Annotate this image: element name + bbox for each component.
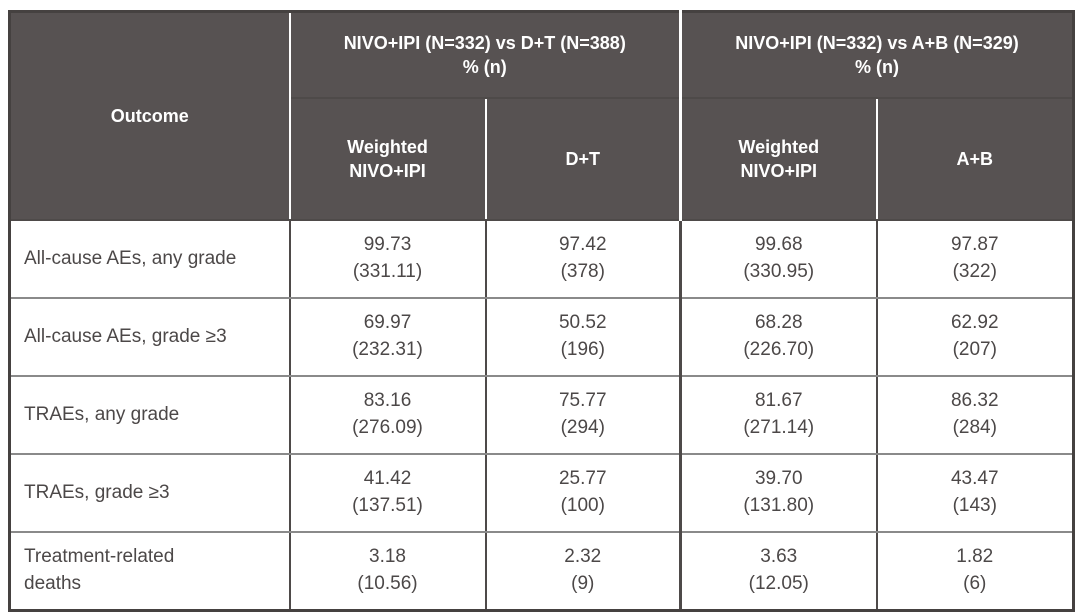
percent-value: 3.63 [760, 546, 798, 568]
n-value: (331.11) [352, 261, 423, 282]
percent-value: 2.32 [564, 546, 602, 568]
percent-value: 69.97 [363, 312, 412, 334]
n-value: (330.95) [743, 261, 815, 282]
percent-value: 97.42 [558, 234, 607, 256]
value-cell: 62.92 (207) [876, 298, 1075, 377]
percent-value: 50.52 [558, 312, 607, 334]
percent-value: 99.73 [363, 234, 412, 256]
n-value: (143) [952, 495, 997, 516]
n-value: (284) [952, 417, 997, 438]
subheader-weighted-nivo-ipi-dt: Weighted NIVO+IPI [289, 98, 487, 221]
value-cell: 97.87 (322) [876, 220, 1075, 299]
value-cell: 3.18 (10.56) [289, 532, 487, 612]
value-cell: 50.52 (196) [485, 298, 682, 377]
outcome-cell: All-cause AEs, grade ≥3 [9, 298, 291, 377]
percent-value: 83.16 [363, 390, 412, 412]
value-cell: 68.28 (226.70) [680, 298, 878, 377]
value-cell: 69.97 (232.31) [289, 298, 487, 377]
percent-value: 97.87 [950, 234, 999, 256]
value-cell: 2.32 (9) [485, 532, 682, 612]
value-cell: 3.63 (12.05) [680, 532, 878, 612]
value-cell: 97.42 (378) [485, 220, 682, 299]
group-unit-label: % (n) [462, 57, 507, 77]
value-cell: 1.82 (6) [876, 532, 1075, 612]
n-value: (10.56) [357, 573, 418, 594]
n-value: (322) [952, 261, 997, 282]
group-header-nivo-ipi-vs-dt: NIVO+IPI (N=332) vs D+T (N=388) % (n) [289, 11, 682, 99]
group-header-nivo-ipi-vs-ab: NIVO+IPI (N=332) vs A+B (N=329) % (n) [680, 11, 1074, 99]
table-row: All-cause AEs, any grade 99.73 (331.11) 9… [9, 220, 1075, 299]
percent-value: 86.32 [950, 390, 999, 412]
percent-value: 25.77 [558, 468, 607, 490]
n-value: (232.31) [352, 339, 423, 360]
table-header: Outcome NIVO+IPI (N=332) vs D+T (N=388) … [9, 11, 1074, 221]
value-cell: 41.42 (137.51) [289, 454, 487, 533]
value-cell: 86.32 (284) [876, 376, 1075, 455]
value-cell: 39.70 (131.80) [680, 454, 878, 533]
n-value: (9) [571, 573, 595, 594]
n-value: (100) [560, 495, 605, 516]
table-row: TRAEs, any grade 83.16 (276.09) 75.77 (294… [9, 376, 1075, 455]
percent-value: 3.18 [369, 546, 406, 568]
outcome-cell: TRAEs, grade ≥3 [9, 454, 291, 533]
table-row: Treatment-related deaths 3.18 (10.56) 2.3… [9, 532, 1075, 612]
percent-value: 39.70 [754, 468, 803, 490]
n-value: (137.51) [352, 495, 423, 516]
value-cell: 83.16 (276.09) [289, 376, 487, 455]
percent-value: 43.47 [950, 468, 999, 490]
value-cell: 75.77 (294) [485, 376, 682, 455]
sub-header-row: Weighted NIVO+IPI D+T Weighted NIVO+IPI … [10, 98, 1074, 221]
percent-value: 81.67 [754, 390, 803, 412]
percent-value: 68.28 [754, 312, 803, 334]
group-title: NIVO+IPI (N=332) vs D+T (N=388) [343, 32, 626, 53]
n-value: (226.70) [743, 339, 815, 360]
n-value: (378) [560, 261, 605, 282]
n-value: (131.80) [743, 495, 815, 516]
n-value: (196) [560, 339, 605, 360]
percent-value: 1.82 [956, 546, 994, 568]
value-cell: 99.73 (331.11) [289, 220, 487, 299]
n-value: (207) [952, 339, 997, 360]
table-row: TRAEs, grade ≥3 41.42 (137.51) 25.77 (100)… [9, 454, 1075, 533]
value-cell: 99.68 (330.95) [680, 220, 878, 299]
subheader-ab: A+B [876, 98, 1074, 221]
n-value: (271.14) [743, 417, 815, 438]
percent-value: 75.77 [558, 390, 607, 412]
table-body: All-cause AEs, any grade 99.73 (331.11) 9… [9, 220, 1075, 612]
subheader-dt: D+T [485, 98, 682, 221]
n-value: (294) [560, 417, 605, 438]
subheader-weighted-nivo-ipi-ab: Weighted NIVO+IPI [680, 98, 878, 221]
percent-value: 62.92 [950, 312, 999, 334]
n-value: (12.05) [748, 573, 809, 594]
outcome-cell: All-cause AEs, any grade [9, 220, 291, 299]
table-row: All-cause AEs, grade ≥3 69.97 (232.31) 50… [9, 298, 1075, 377]
value-cell: 81.67 (271.14) [680, 376, 878, 455]
adverse-events-comparison-table: Outcome NIVO+IPI (N=332) vs D+T (N=388) … [8, 10, 1075, 612]
outcome-cell: Treatment-related deaths [9, 532, 291, 612]
percent-value: 99.68 [754, 234, 803, 256]
group-header-row: Outcome NIVO+IPI (N=332) vs D+T (N=388) … [9, 11, 1074, 221]
value-cell: 25.77 (100) [485, 454, 682, 533]
outcome-column-header: Outcome [9, 11, 291, 221]
percent-value: 41.42 [363, 468, 412, 490]
group-unit-label: % (n) [855, 57, 899, 77]
n-value: (6) [963, 573, 987, 594]
n-value: (276.09) [352, 417, 423, 438]
outcome-cell: TRAEs, any grade [9, 376, 291, 455]
group-title: NIVO+IPI (N=332) vs A+B (N=329) [735, 32, 1019, 53]
value-cell: 43.47 (143) [876, 454, 1075, 533]
